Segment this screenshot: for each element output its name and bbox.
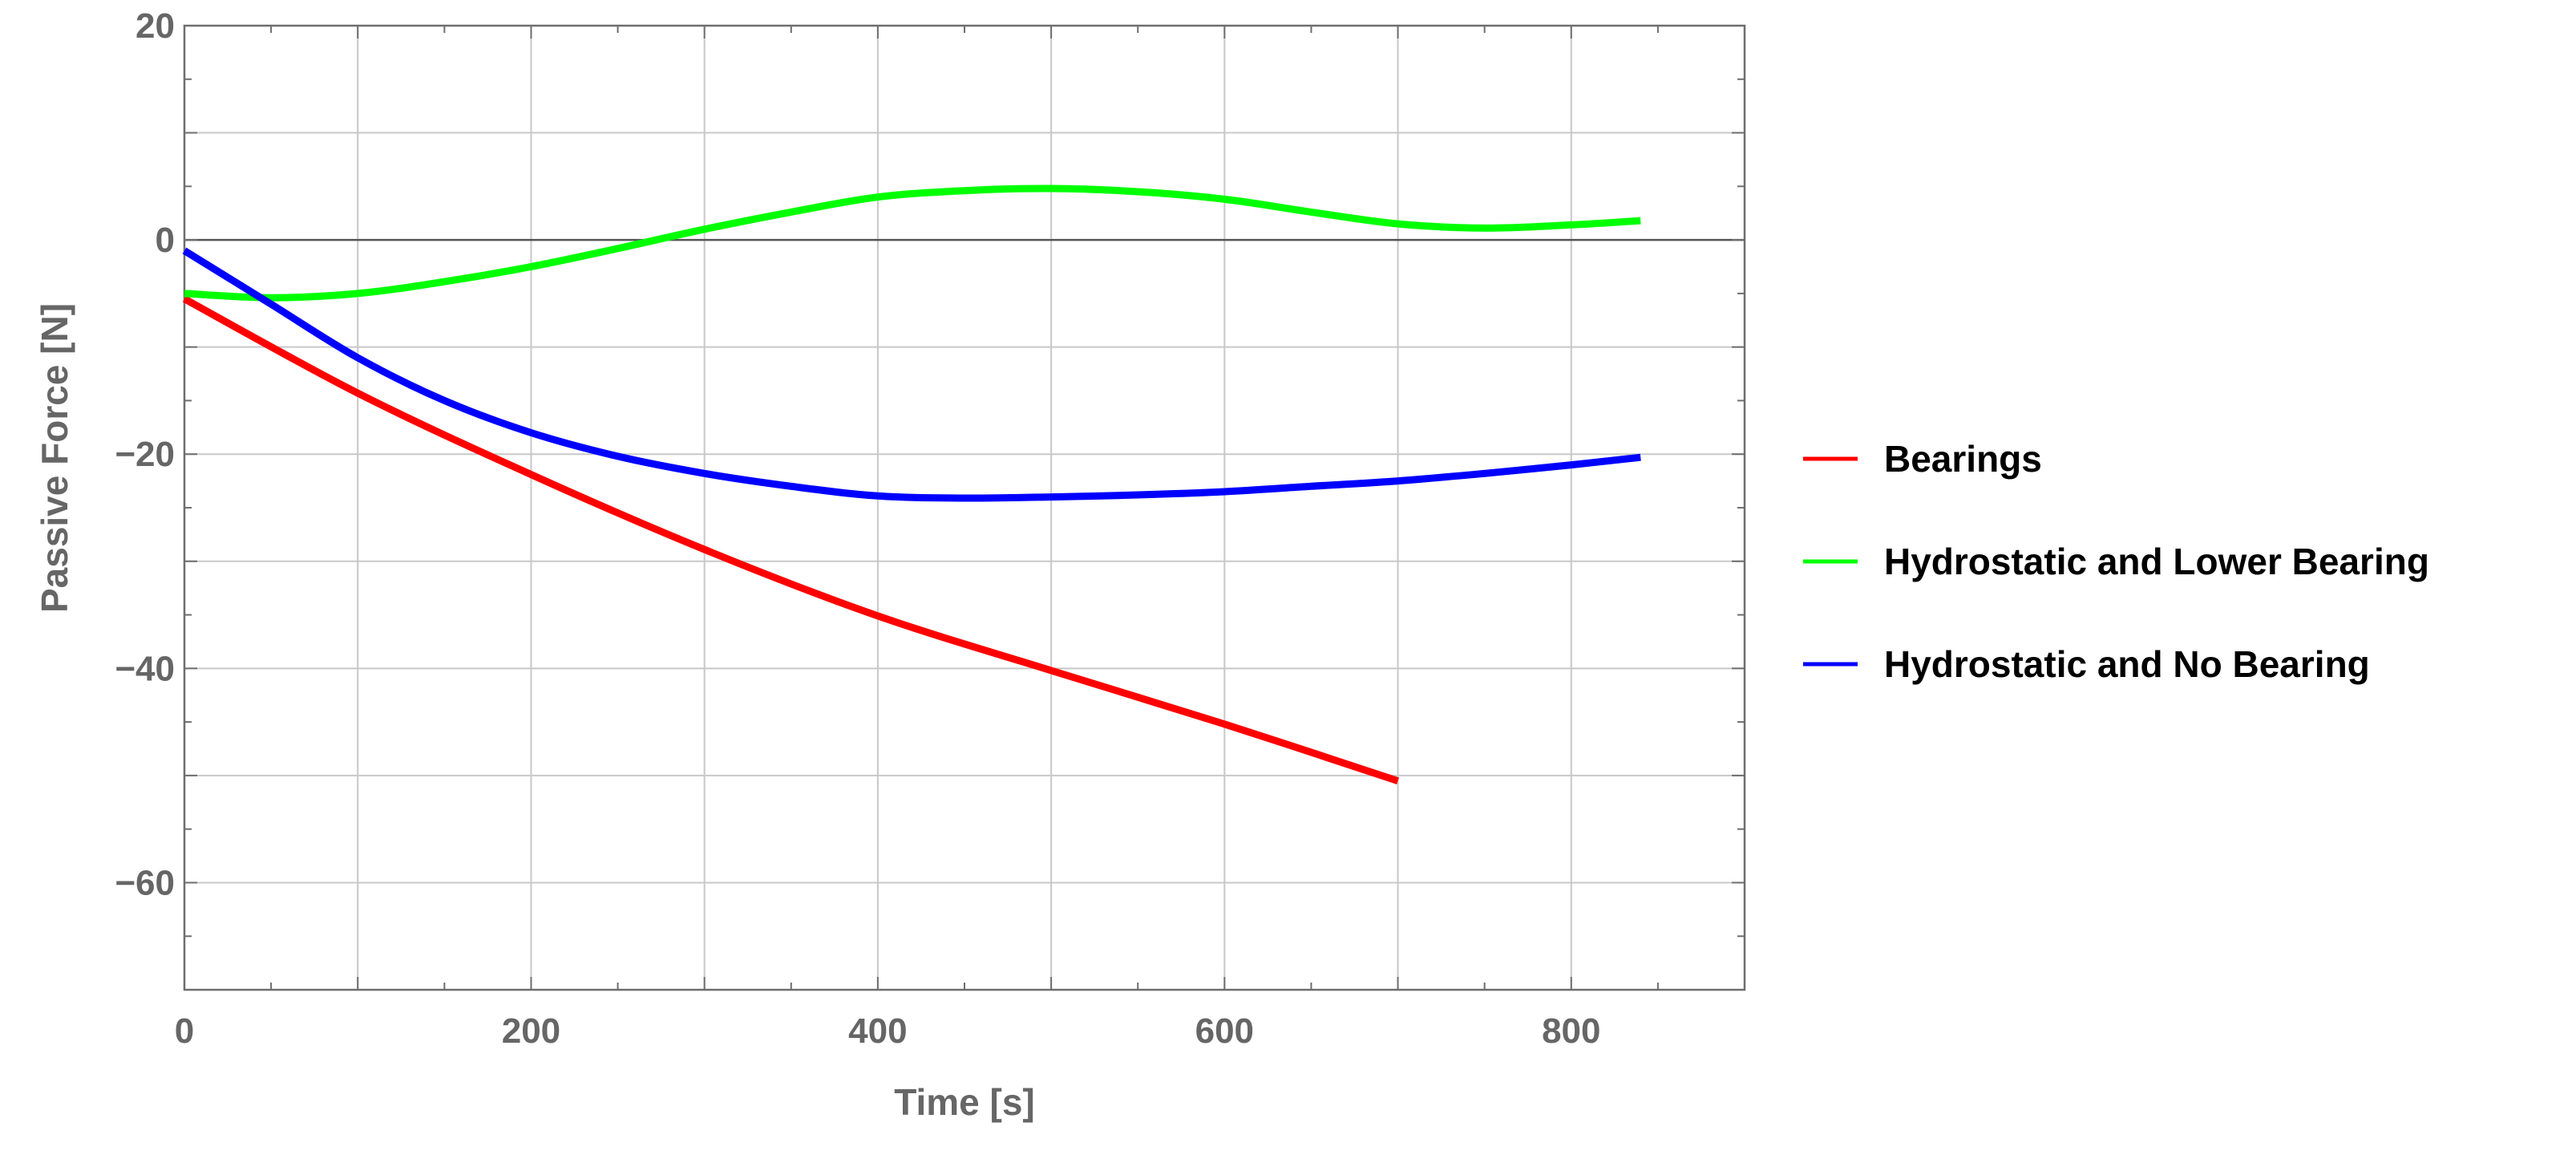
plot-frame: [183, 24, 1746, 991]
x-tick-label: 600: [1195, 1011, 1254, 1051]
x-tick-label: 800: [1542, 1011, 1600, 1051]
y-tick-label: −60: [115, 863, 175, 902]
x-axis-title: Time [s]: [894, 1081, 1035, 1123]
legend: Bearings Hydrostatic and Lower Bearing Hyd…: [1803, 438, 2429, 685]
x-tick-label: 0: [175, 1011, 194, 1051]
y-tick-label: −40: [115, 649, 175, 688]
series-line-2: [184, 184, 1641, 302]
series-lines: [182, 184, 1641, 784]
y-tick-label: 20: [135, 6, 175, 46]
y-tick-label: −20: [115, 435, 175, 474]
y-axis-title: Passive Force [N]: [34, 303, 75, 613]
series-line-3: [182, 247, 1641, 502]
grid: [184, 26, 1745, 990]
y-tick-label: 0: [156, 221, 175, 260]
x-tick-label: 400: [848, 1011, 907, 1051]
legend-label-2: Hydrostatic and Lower Bearing: [1884, 541, 2429, 582]
legend-label-1: Bearings: [1884, 438, 2042, 480]
legend-label-3: Hydrostatic and No Bearing: [1884, 643, 2370, 685]
x-tick-label: 200: [502, 1011, 560, 1051]
axes: [183, 24, 1746, 991]
series-line-1: [182, 295, 1399, 784]
